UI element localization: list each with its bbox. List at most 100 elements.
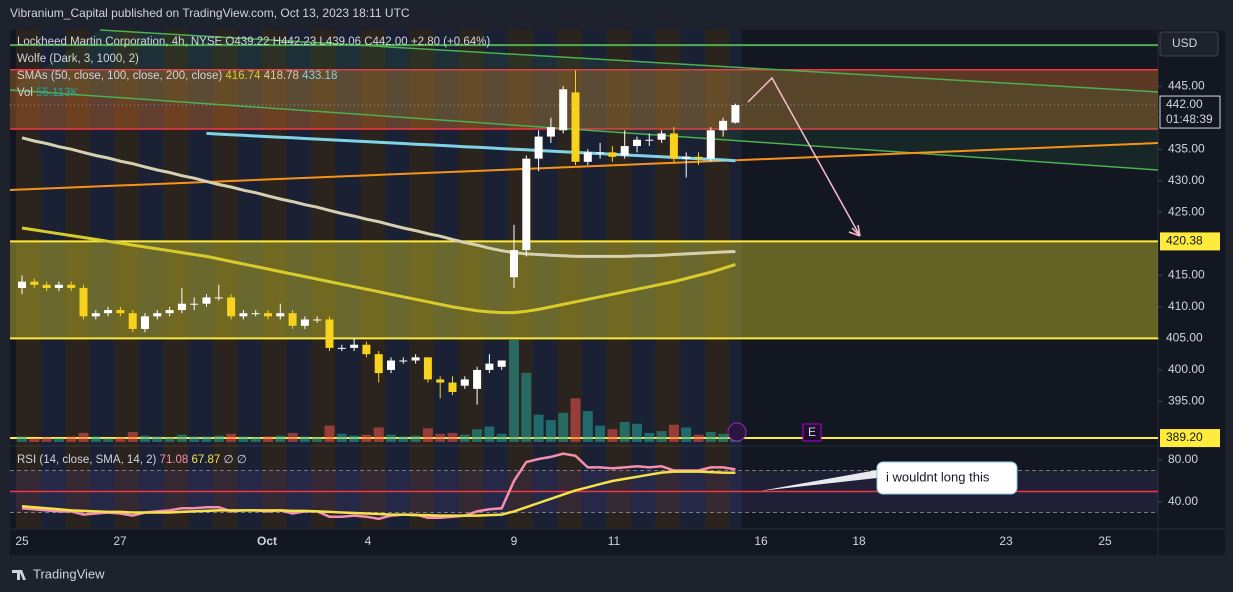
stripe (348, 30, 361, 528)
stripe (544, 30, 558, 528)
stripe (409, 30, 422, 528)
stripe (52, 30, 66, 528)
candle-body (534, 136, 543, 159)
y-tick-label: 415.00 (1168, 268, 1205, 282)
volume-bar (361, 434, 372, 442)
rsi-sma-line (21, 470, 736, 517)
candle-body (18, 281, 26, 288)
candle-body (669, 133, 678, 159)
legend-row: Wolfe (Dark, 3, 1000, 2) (17, 53, 139, 65)
sma-value: 416.74 (225, 70, 261, 82)
rsi-tick-label: 40.00 (1168, 494, 1198, 508)
stripe (458, 30, 472, 528)
y-tick-label: 410.00 (1168, 299, 1205, 313)
volume-bar (435, 433, 446, 442)
stripe (286, 30, 299, 528)
stripe (717, 30, 730, 528)
stripe (729, 30, 742, 528)
stripe (126, 30, 139, 528)
level-label: 405.00 (1166, 331, 1203, 345)
volume-bar (103, 438, 114, 442)
dividend-icon (727, 422, 747, 442)
volume-bar (349, 435, 360, 442)
high: H442.23 (273, 36, 316, 48)
volume-bar (176, 434, 187, 442)
volume-value: 55.113K (36, 87, 78, 99)
volume-bar (140, 435, 150, 442)
candle-body (313, 319, 322, 321)
candle-body (719, 120, 728, 131)
candle-body (559, 89, 568, 131)
volume-bar (90, 436, 101, 442)
volume-bar (17, 436, 27, 442)
stripe (188, 30, 201, 528)
y-tick-label: 395.00 (1168, 394, 1205, 408)
volume-bar (238, 436, 249, 442)
last-price-box (1159, 95, 1221, 129)
sma-title: SMAs (50, close, 100, close, 200, close) (17, 70, 222, 82)
change: +2.80 (+0.64%) (411, 36, 490, 48)
candle-body (620, 146, 629, 156)
volume-bar (250, 437, 261, 442)
countdown: 01:48:39 (1166, 112, 1213, 126)
candle-body (91, 313, 100, 317)
sma-value: 433.18 (302, 70, 337, 82)
candle-body (325, 319, 334, 348)
level-box (1160, 232, 1220, 251)
volume-bar (189, 436, 200, 442)
low: L439.06 (319, 36, 361, 48)
event-box (802, 423, 822, 442)
trend-line (9, 89, 1159, 171)
candle-body (202, 297, 211, 304)
plot: 445.00 4 40.00 435.00 430.00 425.00 415.00 410.… (10, 70, 1221, 548)
candle-body (141, 316, 149, 329)
stripe (262, 30, 275, 528)
volume-bar (459, 434, 470, 442)
candle-body (128, 313, 137, 329)
y-tick-label: 400.00 (1168, 362, 1205, 376)
callout (876, 461, 1018, 495)
volume-bar (668, 424, 679, 442)
trend-line (9, 142, 1159, 191)
stripe (175, 30, 189, 528)
legend-row: RSI (14, close, SMA, 14, 2) 71.08 67.87 … (17, 454, 247, 466)
volume-bar (644, 432, 655, 442)
legend-row: Vol 55.113K (17, 87, 79, 99)
candle-body (190, 303, 199, 305)
candle-body (583, 152, 592, 162)
callout-pointer (760, 470, 877, 491)
volume-bar (570, 398, 581, 442)
volume-bar (632, 423, 642, 442)
stripe (139, 30, 152, 528)
candle-body (104, 310, 113, 314)
x-tick-label: 11 (608, 534, 621, 548)
volume-bar (275, 435, 286, 442)
rsi-title: RSI (14, close, SMA, 14, 2) (17, 454, 157, 466)
volume-bar (521, 372, 532, 442)
level-label: 420.38 (1166, 234, 1203, 248)
candle-body (596, 152, 605, 154)
rsi-extra: ∅ ∅ (224, 454, 247, 466)
volume-bar (398, 436, 409, 442)
volume-bar (410, 435, 421, 442)
volume-bar (496, 433, 507, 442)
x-tick-label: 4 (365, 534, 372, 548)
volume-bar (78, 432, 89, 442)
legend: Lockheed Martin Corporation, 4h, NYSE O4… (17, 36, 490, 466)
currency-box (1159, 31, 1219, 57)
candle-body (30, 281, 39, 285)
volume-bar (164, 437, 175, 442)
rsi-value: 71.08 (160, 454, 189, 466)
stripe (434, 30, 447, 528)
symbol: Lockheed Martin Corporation, 4h, NYSE (17, 36, 223, 48)
volume-bar (558, 412, 569, 442)
volume-bar (213, 435, 224, 442)
candle-body (546, 127, 555, 137)
volume-bar (681, 427, 692, 442)
candle-body (387, 360, 395, 370)
volume-bar (41, 437, 52, 442)
volume-bar (336, 433, 347, 442)
volume-bar (533, 414, 544, 442)
volume-bar (53, 438, 64, 442)
candle-body (264, 313, 272, 317)
